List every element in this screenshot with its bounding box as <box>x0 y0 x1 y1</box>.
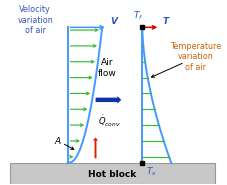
Text: T: T <box>162 17 168 26</box>
Text: Temperature
variation
of air: Temperature variation of air <box>170 42 221 72</box>
Text: $T_f$: $T_f$ <box>132 10 143 22</box>
Text: Air
flow: Air flow <box>98 58 116 78</box>
Text: Hot block: Hot block <box>88 170 136 179</box>
Text: Velocity
variation
of air: Velocity variation of air <box>17 5 53 35</box>
Text: A: A <box>54 137 60 146</box>
Text: $\dot{Q}_{conv}$: $\dot{Q}_{conv}$ <box>98 113 121 129</box>
Text: V: V <box>109 17 116 26</box>
FancyBboxPatch shape <box>10 163 214 184</box>
Text: $T_s$: $T_s$ <box>145 165 156 178</box>
